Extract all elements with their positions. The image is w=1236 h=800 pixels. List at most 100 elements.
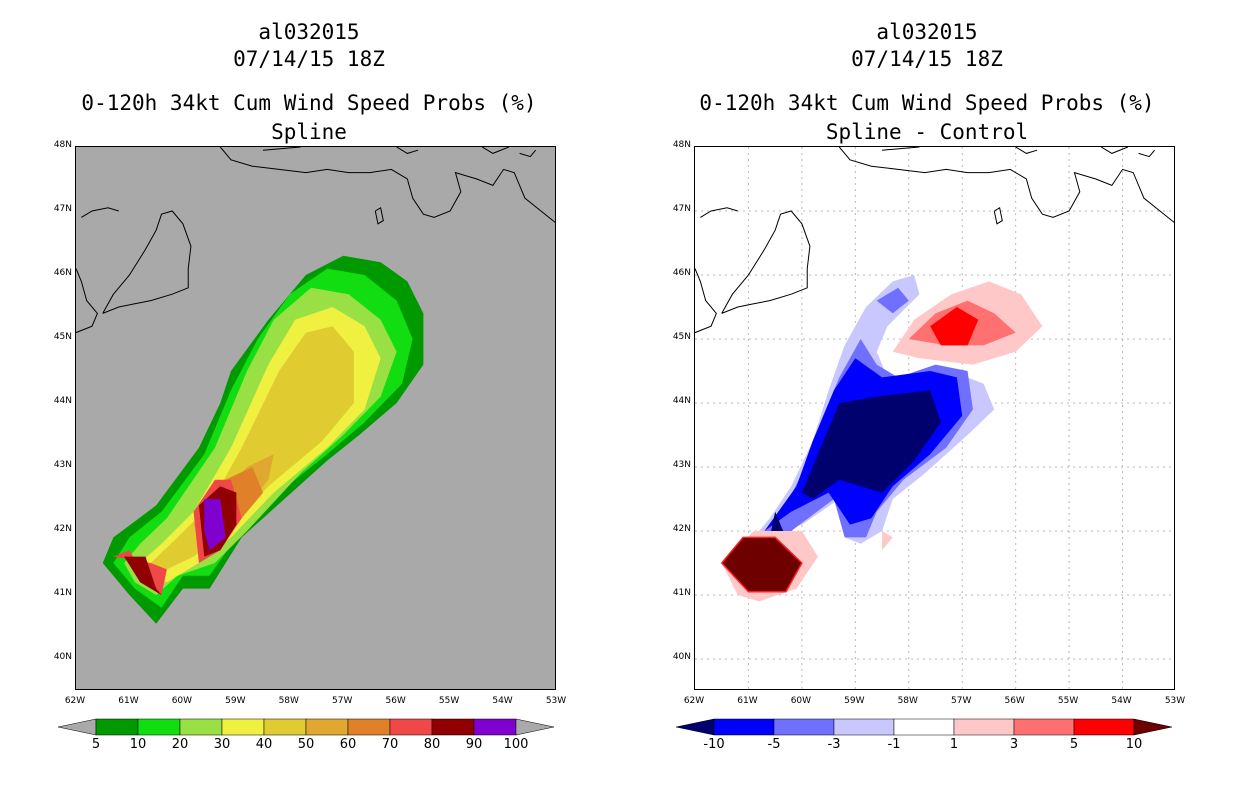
- right-coastline: [882, 147, 920, 151]
- left-colorbar-label: 90: [465, 737, 483, 752]
- right-storm-id: al032015: [876, 20, 978, 44]
- right-lon-label: 58W: [897, 696, 918, 706]
- right-contour-5: [930, 307, 979, 346]
- left-contour-40: [150, 326, 354, 570]
- left-lat-label: 46N: [53, 268, 72, 278]
- right-coastline: [838, 147, 1174, 223]
- left-lat-label: 45N: [53, 332, 72, 342]
- right-colorbar: -10 -5 -3 -1 1 3 5 10: [675, 718, 1173, 758]
- left-colorbar-label: 50: [297, 737, 315, 752]
- left-coastline: [519, 149, 537, 158]
- left-colorbar-swatch: [179, 718, 223, 736]
- left-colorbar-label: 100: [503, 737, 529, 752]
- left-datetime: 07/14/15 18Z: [233, 47, 385, 71]
- right-colorbar-swatch: [773, 718, 835, 736]
- right-colorbar-swatch: [713, 718, 775, 736]
- left-colorbar-swatch: [431, 718, 475, 736]
- left-colorbar-label: 70: [381, 737, 399, 752]
- left-contour-80: [124, 556, 162, 595]
- left-map-plot: [75, 146, 556, 690]
- left-colorbar-svg: [57, 718, 555, 736]
- left-lat-label: 48N: [53, 140, 72, 150]
- left-colorbar-swatch: [263, 718, 307, 736]
- left-colorbar-swatch: [305, 718, 349, 736]
- left-coastline: [81, 207, 119, 218]
- left-colorbar-swatch: [347, 718, 391, 736]
- right-colorbar-left-arrow: [675, 718, 715, 736]
- left-lon-label: 61W: [118, 696, 139, 706]
- right-colorbar-label: 1: [949, 737, 959, 752]
- right-lat-label: 40N: [672, 652, 691, 662]
- right-colorbar-label: 5: [1069, 737, 1079, 752]
- left-coastline: [396, 147, 419, 154]
- left-lon-label: 60W: [171, 696, 193, 706]
- right-coastline: [700, 207, 738, 218]
- right-colorbar-label: 10: [1125, 737, 1143, 752]
- right-colorbar-swatch: [1013, 718, 1075, 736]
- left-lon-label: 57W: [332, 696, 353, 706]
- left-coastline: [481, 147, 510, 154]
- left-map-svg: [76, 147, 555, 689]
- right-panel: al032015 07/14/15 18Z 0-120h 34kt Cum Wi…: [618, 0, 1236, 800]
- right-coastline: [721, 210, 811, 314]
- right-lon-label: 61W: [737, 696, 758, 706]
- right-lon-label: 62W: [683, 696, 705, 706]
- right-datetime: 07/14/15 18Z: [851, 47, 1003, 71]
- right-colorbar-right-arrow: [1133, 718, 1173, 736]
- right-lon-label: 59W: [844, 696, 865, 706]
- right-lon-label: 53W: [1164, 696, 1186, 706]
- right-coastline: [993, 207, 1003, 225]
- left-colorbar-swatch: [137, 718, 181, 736]
- right-colorbar-swatch: [953, 718, 1015, 736]
- left-lat-label: 44N: [53, 396, 72, 406]
- right-lat-label: 44N: [672, 396, 691, 406]
- left-colorbar-left-arrow: [57, 718, 97, 736]
- left-coastline: [102, 210, 192, 314]
- right-coastline: [695, 268, 717, 334]
- left-product-title: 0-120h 34kt Cum Wind Speed Probs (%): [81, 91, 537, 115]
- right-colorbar-swatch: [833, 718, 895, 736]
- left-colorbar: 5 10 20 30 40 50 60 70 80 90 100: [57, 718, 555, 758]
- left-lon-label: 55W: [438, 696, 460, 706]
- right-contour--3: [876, 287, 909, 314]
- right-map-svg: [695, 147, 1174, 689]
- right-contour--10: [801, 390, 941, 499]
- left-colorbar-swatch: [389, 718, 433, 736]
- right-lon-label: 55W: [1057, 696, 1079, 706]
- right-lat-label: 46N: [672, 268, 691, 278]
- left-subtitle: Spline: [271, 120, 347, 144]
- right-lon-label: 56W: [1004, 696, 1025, 706]
- right-colorbar-swatch: [1073, 718, 1135, 736]
- left-colorbar-swatch: [95, 718, 139, 736]
- right-coastline: [1100, 147, 1129, 154]
- left-colorbar-right-arrow: [515, 718, 555, 736]
- left-colorbar-label: 30: [213, 737, 231, 752]
- right-lat-label: 47N: [672, 204, 691, 214]
- right-contour-1: [882, 531, 893, 551]
- left-coastline: [374, 207, 384, 225]
- left-lat-label: 41N: [53, 588, 72, 598]
- right-lat-label: 45N: [672, 332, 691, 342]
- right-contour-10: [720, 536, 803, 593]
- left-coastline: [263, 147, 301, 151]
- left-colorbar-label: 10: [129, 737, 147, 752]
- right-lat-label: 42N: [672, 524, 691, 534]
- left-lat-label: 47N: [53, 204, 72, 214]
- left-colorbar-label: 60: [339, 737, 357, 752]
- left-coastline: [76, 268, 98, 334]
- left-panel: al032015 07/14/15 18Z 0-120h 34kt Cum Wi…: [53, 20, 566, 758]
- right-colorbar-label: -3: [827, 737, 841, 752]
- left-colorbar-label: 5: [91, 737, 101, 752]
- left-lon-label: 62W: [64, 696, 86, 706]
- right-colorbar-label: 3: [1009, 737, 1019, 752]
- left-coastline: [219, 147, 555, 223]
- right-coastline: [1015, 147, 1038, 154]
- right-map-plot: [694, 146, 1175, 690]
- right-colorbar-svg: [675, 718, 1173, 736]
- left-colorbar-label: 80: [423, 737, 441, 752]
- left-contour-90: [204, 499, 226, 551]
- right-lon-label: 60W: [790, 696, 812, 706]
- right-subtitle: Spline - Control: [825, 120, 1029, 144]
- right-coastline: [1138, 149, 1156, 158]
- left-colorbar-label: 20: [171, 737, 189, 752]
